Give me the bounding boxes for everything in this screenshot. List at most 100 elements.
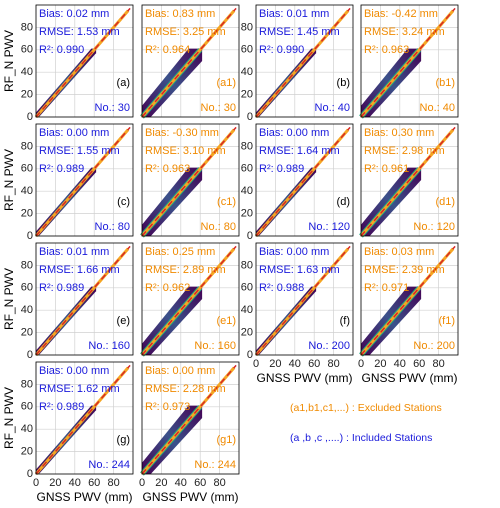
- fit-line: [255, 245, 351, 356]
- r2-text: R²: 0.988: [259, 282, 304, 294]
- y-tick-label: 40: [241, 185, 253, 197]
- x-axis-label: GNSS PWV (mm): [143, 490, 239, 504]
- panel-label: (d1): [435, 196, 455, 208]
- plot-frame: [141, 242, 240, 356]
- panel-label: (c1): [217, 196, 236, 208]
- count-text: No.: 244: [88, 459, 130, 471]
- fit-line: [255, 126, 351, 237]
- bias-text: Bias: 0.00 mm: [39, 127, 109, 139]
- y-tick-label: 40: [21, 423, 33, 435]
- bias-text: Bias: 0.25 mm: [145, 246, 215, 258]
- fit-line: [35, 245, 131, 356]
- count-text: No.: 80: [201, 221, 236, 233]
- x-tick-label: 0: [253, 358, 259, 370]
- y-tick-label: 40: [21, 304, 33, 316]
- r2-text: R²: 0.989: [39, 163, 84, 175]
- bias-text: Bias: 0.00 mm: [259, 127, 329, 139]
- y-tick-label: 20: [241, 89, 253, 101]
- y-tick-label: 0: [27, 349, 33, 361]
- y-tick-label: 40: [241, 304, 253, 316]
- r2-text: R²: 0.989: [259, 163, 304, 175]
- y-tick-label: 80: [21, 378, 33, 390]
- bias-text: Bias: 0.01 mm: [39, 246, 109, 258]
- x-tick-label: 60: [413, 358, 425, 370]
- x-tick-label: 60: [88, 477, 100, 489]
- panel-label: (c): [117, 196, 130, 208]
- bias-text: Bias: 0.30 mm: [364, 127, 434, 139]
- r2-text: R²: 0.961: [364, 163, 409, 175]
- rmse-text: RMSE: 1.63 mm: [259, 264, 340, 276]
- x-tick-label: 40: [289, 358, 301, 370]
- panel-label: (g): [117, 434, 130, 446]
- count-text: No.: 30: [95, 102, 130, 114]
- y-tick-label: 40: [21, 66, 33, 78]
- rmse-text: RMSE: 3.24 mm: [364, 26, 445, 38]
- y-tick-label: 20: [21, 208, 33, 220]
- count-text: No.: 200: [308, 340, 350, 352]
- r2-text: R²: 0.973: [145, 401, 190, 413]
- plot-frame: [141, 123, 240, 237]
- y-tick-label: 80: [241, 21, 253, 33]
- bias-text: Bias: -0.30 mm: [145, 127, 219, 139]
- plot-frame: [255, 4, 354, 118]
- x-tick-label: 40: [175, 477, 187, 489]
- y-tick-label: 20: [21, 89, 33, 101]
- count-text: No.: 160: [194, 340, 236, 352]
- fit-line: [141, 126, 237, 237]
- count-text: No.: 80: [95, 221, 130, 233]
- plot-frame: [255, 123, 354, 237]
- y-tick-label: 80: [21, 259, 33, 271]
- y-axis-label: RF_N PWV: [2, 30, 16, 92]
- fit-line: [141, 245, 237, 356]
- bias-text: Bias: 0.02 mm: [39, 8, 109, 20]
- panel-label: (a1): [216, 77, 236, 89]
- rmse-text: RMSE: 3.25 mm: [145, 26, 226, 38]
- x-tick-label: 20: [269, 358, 281, 370]
- y-tick-label: 80: [21, 21, 33, 33]
- rmse-text: RMSE: 1.45 mm: [259, 26, 340, 38]
- count-text: No.: 40: [315, 102, 350, 114]
- y-tick-label: 0: [27, 230, 33, 242]
- fit-line: [35, 126, 131, 237]
- x-tick-label: 20: [374, 358, 386, 370]
- rmse-text: RMSE: 2.98 mm: [364, 145, 445, 157]
- x-axis-label: GNSS PWV (mm): [257, 371, 353, 385]
- rmse-text: RMSE: 1.62 mm: [39, 383, 120, 395]
- fit-line: [360, 245, 456, 356]
- x-tick-label: 60: [194, 477, 206, 489]
- rmse-text: RMSE: 3.10 mm: [145, 145, 226, 157]
- x-axis-label: GNSS PWV (mm): [37, 490, 133, 504]
- y-tick-label: 60: [241, 282, 253, 294]
- fit-line: [255, 7, 351, 118]
- count-text: No.: 244: [194, 459, 236, 471]
- y-tick-label: 0: [27, 111, 33, 123]
- plot-frame: [360, 123, 459, 237]
- bias-text: Bias: -0.42 mm: [364, 8, 438, 20]
- y-tick-label: 0: [247, 349, 253, 361]
- y-tick-label: 40: [21, 185, 33, 197]
- count-text: No.: 40: [420, 102, 455, 114]
- panel-label: (b1): [435, 77, 455, 89]
- plot-frame: [360, 242, 459, 356]
- x-tick-label: 0: [139, 477, 145, 489]
- rmse-text: RMSE: 2.89 mm: [145, 264, 226, 276]
- note-text: (a1,b1,c1,...) : Excluded Stations: [290, 402, 442, 414]
- bias-text: Bias: 0.03 mm: [364, 246, 434, 258]
- rmse-text: RMSE: 1.55 mm: [39, 145, 120, 157]
- y-tick-label: 60: [21, 401, 33, 413]
- count-text: No.: 30: [201, 102, 236, 114]
- rmse-text: RMSE: 1.66 mm: [39, 264, 120, 276]
- y-tick-label: 60: [21, 282, 33, 294]
- panel-label: (g1): [216, 434, 236, 446]
- y-tick-label: 20: [241, 208, 253, 220]
- y-axis-label: RF_N PWV: [2, 149, 16, 211]
- plot-frame: [35, 242, 134, 356]
- panel-label: (f1): [439, 315, 456, 327]
- count-text: No.: 120: [413, 221, 455, 233]
- note-text: (a ,b ,c ,....) : Included Stations: [290, 432, 432, 444]
- panel-label: (a): [117, 77, 130, 89]
- x-tick-label: 80: [432, 358, 444, 370]
- plot-frame: [35, 123, 134, 237]
- fit-line: [360, 126, 456, 237]
